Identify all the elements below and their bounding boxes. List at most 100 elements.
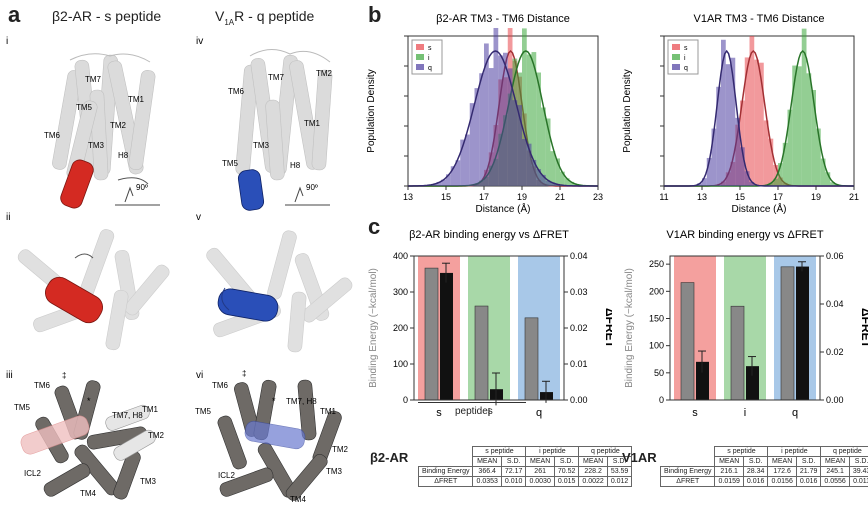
x-tick-label: q bbox=[536, 407, 542, 419]
peptides-bracket bbox=[418, 402, 526, 403]
x-tick-label: 13 bbox=[403, 192, 413, 202]
hist-bar-i bbox=[782, 142, 788, 186]
table-row: ΔFRET 0.0353 0.010 0.0030 0.015 0.0022 0.012 bbox=[417, 476, 633, 487]
hist-curve-q bbox=[408, 50, 598, 187]
table-corner bbox=[419, 457, 473, 467]
hist-bar-q bbox=[541, 174, 546, 186]
table-group-header: i peptide bbox=[525, 446, 580, 457]
bar-fret-q bbox=[796, 266, 809, 400]
legend-label-i: i bbox=[684, 55, 686, 62]
table-v1ar-label: V1AR bbox=[622, 450, 657, 465]
table-subheader: S.D. bbox=[795, 456, 822, 467]
y-tick-label: 100 bbox=[649, 341, 664, 351]
hist-bar-q bbox=[725, 64, 731, 186]
legend-swatch-s bbox=[672, 44, 680, 50]
table-subheader-row: MEAN S.D. MEAN S.D. MEAN S.D. bbox=[419, 456, 633, 467]
bar-title: V1AR binding energy vs ΔFRET bbox=[666, 229, 823, 241]
hist-bar-q bbox=[431, 184, 437, 186]
hist-curve-q bbox=[664, 49, 854, 187]
histogram-b2ar: β2-AR TM3 - TM6 Distance 13 15 17 19 21 23 Dist… bbox=[366, 13, 603, 215]
panel-letter-a: a bbox=[8, 2, 21, 27]
table-subheader: S.D. bbox=[500, 456, 527, 467]
y-tick-label: 50 bbox=[654, 368, 664, 378]
hist-bar-i bbox=[531, 52, 537, 187]
table-group-header: s peptide bbox=[472, 446, 527, 457]
hist-bar-q bbox=[749, 181, 755, 186]
y2-tick-label: 0.00 bbox=[826, 395, 844, 405]
svg-text:TM3: TM3 bbox=[88, 141, 105, 150]
legend-swatch-s bbox=[416, 44, 424, 50]
hist-bar-q bbox=[697, 183, 702, 186]
hist-bar-i bbox=[773, 178, 778, 186]
hist-bar-q bbox=[484, 43, 489, 187]
hist-bar-q bbox=[469, 103, 475, 186]
hist-bar-i bbox=[806, 73, 812, 186]
hist-bar-i bbox=[778, 163, 783, 186]
svg-text:TM6: TM6 bbox=[44, 131, 61, 140]
table-cell: 0.0022 bbox=[578, 476, 608, 487]
hist-bar-s bbox=[749, 36, 755, 187]
hist-bar-q bbox=[488, 68, 494, 186]
table-subheader: MEAN bbox=[820, 456, 850, 467]
svg-text:‡: ‡ bbox=[62, 371, 66, 380]
roman-iv: iv bbox=[196, 36, 203, 47]
y-axis-label: Binding Energy (−kcal/mol) bbox=[368, 268, 379, 388]
hist-bar-i bbox=[816, 128, 821, 186]
svg-text:TM6: TM6 bbox=[212, 381, 229, 390]
legend-label-s: s bbox=[684, 45, 688, 52]
svg-text:TM4: TM4 bbox=[290, 495, 307, 504]
structure-iv: TM7 TM2 TM6 TM1 TM3 TM5 H8 90º bbox=[222, 49, 333, 211]
y-axis-label: Population Density bbox=[622, 69, 633, 152]
x-tick-label: 15 bbox=[735, 192, 745, 202]
y-tick-label: 200 bbox=[393, 323, 408, 333]
barchart-v1ar: V1AR binding energy vs ΔFRET s i q 0 50 100 150… bbox=[624, 229, 868, 419]
table-v1ar: s peptide i peptide q peptide MEAN S.D. MEAN S… bbox=[659, 446, 868, 487]
svg-text:TM7, H8: TM7, H8 bbox=[286, 397, 317, 406]
svg-text:TM1: TM1 bbox=[304, 119, 321, 128]
svg-text:ICL2: ICL2 bbox=[24, 469, 41, 478]
bar-energy-q bbox=[524, 317, 539, 401]
y2-tick-label: 0.04 bbox=[826, 299, 844, 309]
table-subheader: S.D. bbox=[848, 456, 868, 467]
svg-text:*: * bbox=[87, 396, 91, 406]
table-cell: 0.0159 bbox=[714, 476, 744, 487]
hist-bar-i bbox=[830, 182, 835, 186]
svg-text:TM6: TM6 bbox=[34, 381, 51, 390]
svg-text:TM2: TM2 bbox=[148, 431, 165, 440]
structure-ii bbox=[17, 229, 170, 351]
hist-bar-q bbox=[455, 160, 461, 186]
hist-bar-q bbox=[450, 166, 456, 186]
hist-bar-q bbox=[522, 139, 527, 186]
structure-iii: TM6 ‡ * TM5 TM7, H8 TM1 TM2 ICL2 TM4 TM3 bbox=[14, 371, 165, 500]
hist-bar-i bbox=[825, 172, 831, 186]
svg-text:90º: 90º bbox=[136, 183, 148, 192]
hist-bar-q bbox=[721, 39, 726, 186]
structure-vi: TM6 ‡ * TM5 TM7, H8 TM1 TM2 ICL2 TM3 TM4 bbox=[195, 369, 349, 504]
hist-bar-i bbox=[522, 28, 527, 186]
svg-text:TM5: TM5 bbox=[14, 403, 31, 412]
svg-text:ICL2: ICL2 bbox=[218, 471, 235, 480]
table-group-header: i peptide bbox=[767, 446, 822, 457]
bar-energy-s bbox=[680, 282, 695, 401]
hist-bar-q bbox=[526, 143, 532, 186]
y-tick-label: 0 bbox=[659, 395, 664, 405]
hist-bar-i bbox=[555, 158, 560, 186]
hist-bar-s bbox=[759, 62, 764, 187]
structure-i: TM7 TM5 TM1 TM6 TM2 TM3 H8 90º bbox=[44, 53, 160, 209]
x-tick-label: 23 bbox=[593, 192, 603, 202]
hist-bar-q bbox=[555, 184, 560, 186]
hist-bar-i bbox=[768, 182, 774, 186]
hist-bar-q bbox=[730, 57, 736, 187]
hist-bar-q bbox=[706, 157, 712, 186]
table-subheader: MEAN bbox=[525, 456, 555, 467]
bar-frame bbox=[669, 255, 821, 401]
table-cell: 0.0030 bbox=[525, 476, 555, 487]
table-row: Binding Energy 366.4 72.17 261 70.52 228.2 53.… bbox=[417, 466, 633, 477]
table-cell: 0.0556 bbox=[820, 476, 850, 487]
y2-axis-label: ΔFRET bbox=[859, 308, 868, 349]
table-cell: 39.43 bbox=[848, 466, 868, 477]
svg-text:TM1: TM1 bbox=[128, 95, 145, 104]
hist-bar-q bbox=[531, 159, 537, 186]
hist-bar-q bbox=[744, 171, 750, 186]
svg-text:TM7: TM7 bbox=[268, 73, 285, 82]
